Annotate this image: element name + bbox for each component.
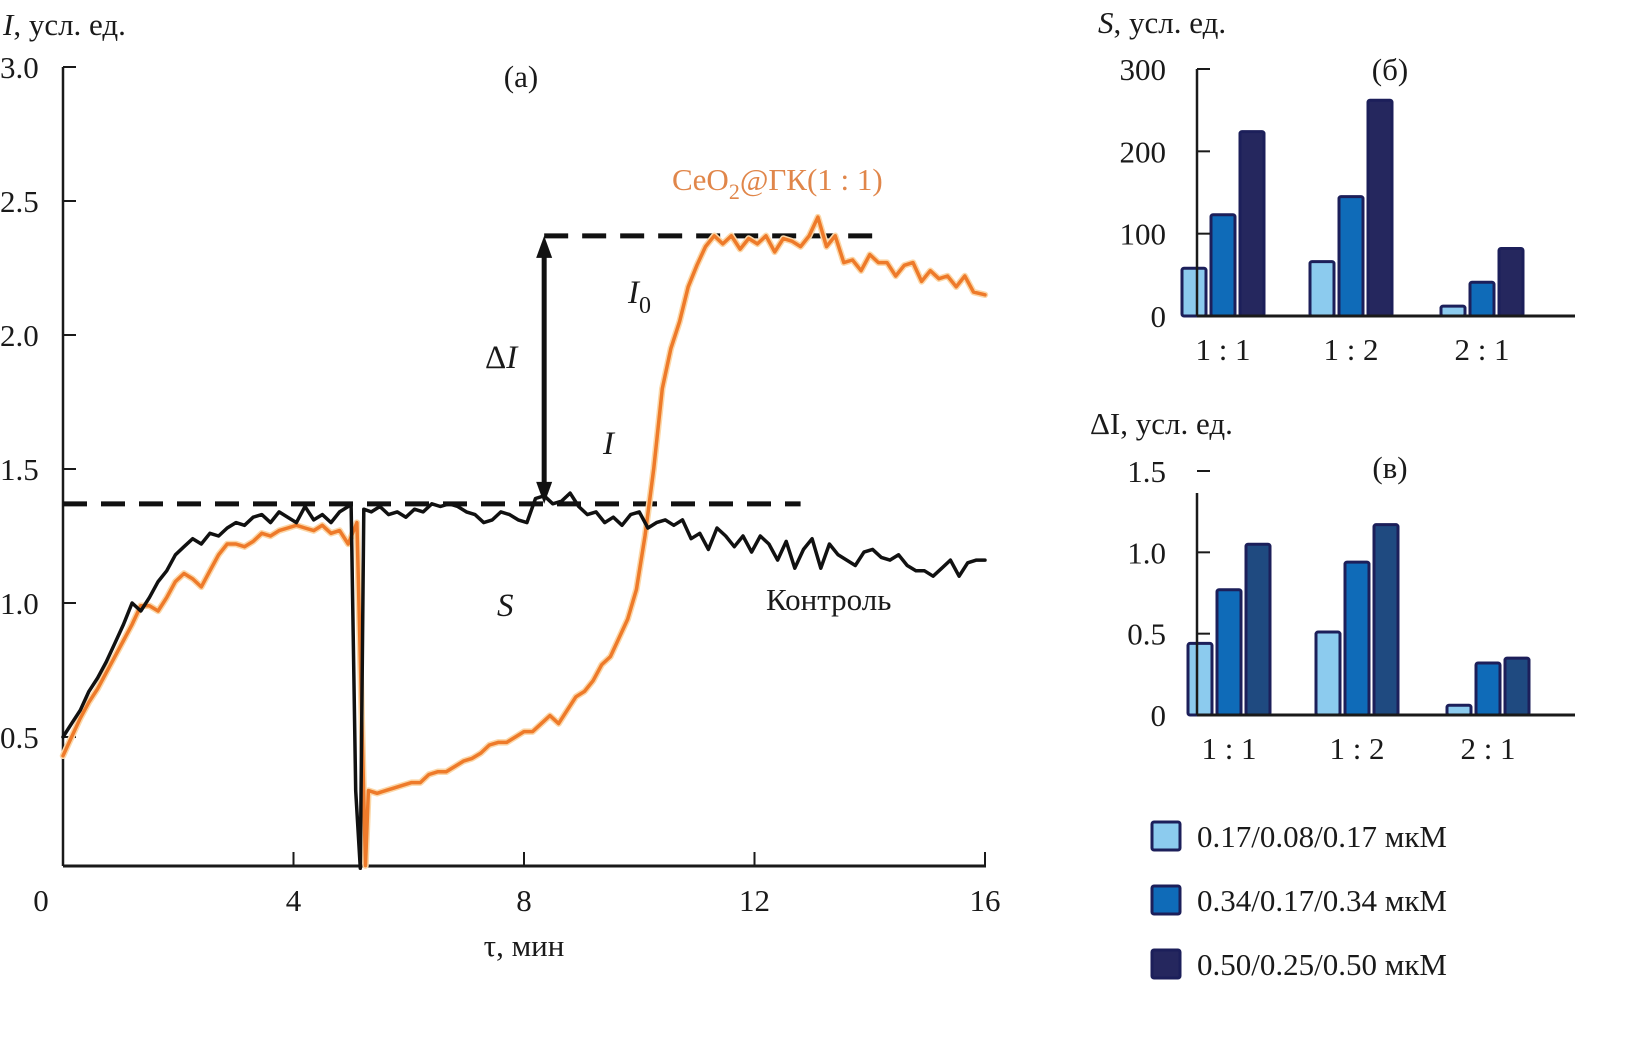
y-ticks-a: 0.5 1.0 1.5 2.0 2.5 3.0 [0,50,76,755]
bar [1503,656,1531,717]
x-axis-title-a: τ, мин [484,928,565,963]
y-tick-label: 0.5 [1127,617,1166,652]
series-line-ceo2 [61,215,987,868]
bar [1215,588,1243,717]
bar [1337,195,1365,318]
y-tick-label: 100 [1120,217,1167,252]
y-axis-symbol-a: I [2,7,15,42]
x-tick-label-a: 16 [970,883,1001,918]
legend-label: 0.17/0.08/0.17 мкМ [1197,819,1447,854]
y-tick-label-a: 3.0 [0,50,39,85]
y-tick-label: 300 [1120,52,1167,87]
x-labels-c: 1 : 1 1 : 2 2 : 1 [1201,731,1515,766]
bar [1180,266,1208,318]
x-category-label: 1 : 2 [1329,731,1384,766]
y-tick-label: 0 [1151,299,1167,334]
delta-i-arrow [536,235,553,504]
panel-label-b: (б) [1372,52,1408,87]
annotation-s: S [497,588,514,624]
legend-swatch [1150,820,1182,852]
bar [1468,280,1496,318]
legend: 0.17/0.08/0.17 мкМ 0.34/0.17/0.34 мкМ 0.50… [1150,819,1447,982]
legend-swatch [1150,884,1182,916]
legend-label: 0.34/0.17/0.34 мкМ [1197,883,1447,918]
series-lines [59,213,989,871]
x-tick-label-a: 12 [739,883,770,918]
bar [1308,260,1336,318]
bars-c [1186,523,1531,717]
panel-label-c: (в) [1372,450,1407,485]
x-category-label: 2 : 1 [1454,332,1509,367]
y-ticks-c: 0 0.5 1.0 1.5 [1127,454,1210,733]
bar [1238,130,1266,318]
y-axis-title-c: ΔI, усл. ед. [1090,406,1233,441]
arrow-head-up [536,235,553,258]
x-category-label: 1 : 1 [1201,731,1256,766]
panel-b-bar-chart: S, усл. ед. (б) 0 100 200 300 1 : 1 1 : 2 2 :… [1098,5,1575,367]
x-tick-label-a: 8 [516,883,532,918]
y-tick-label-a: 2.0 [0,318,39,353]
x-category-label: 2 : 1 [1460,731,1515,766]
y-axis-unit-a: , усл. ед. [13,7,126,42]
bar [1366,98,1394,318]
y-tick-label-a: 0.5 [0,720,39,755]
bar [1244,542,1272,717]
arrow-head-down [536,481,553,504]
x-category-label: 1 : 1 [1195,332,1250,367]
bar [1497,246,1525,318]
x-category-label: 1 : 2 [1323,332,1378,367]
series-label-control: Контроль [766,582,891,617]
x-tick-label-a: 4 [286,883,302,918]
bars-b [1180,98,1525,318]
y-tick-label-a: 2.5 [0,184,39,219]
panel-label-a: (а) [504,59,538,94]
y-tick-label: 200 [1120,134,1167,169]
bar [1372,523,1400,717]
y-axis-title-b: S, усл. ед. [1098,5,1226,40]
series-line-control [61,491,987,871]
y-tick-label: 1.5 [1127,454,1166,489]
series-label-ceo2: CeO2@ГК(1 : 1) [672,162,883,204]
y-axis-title-a: I, усл. ед. [2,7,126,42]
annotation-i: I [602,426,616,462]
annotation-i0: I0 [627,275,651,319]
x-ticks-a: 0 4 8 12 16 [33,852,1001,918]
bar [1343,560,1371,717]
y-tick-label: 0 [1151,698,1167,733]
bar [1474,661,1502,717]
panel-a-line-chart: I, усл. ед. (а) 0.51.01.52.02.53.0 0 4 8 12… [0,7,1001,963]
bar [1209,213,1237,318]
panel-c-bar-chart: ΔI, усл. ед. (в) 0 0.5 1.0 1.5 1 : 1 1 : 2 2 … [1090,406,1575,766]
y-tick-label-a: 1.0 [0,586,39,621]
x-labels-b: 1 : 1 1 : 2 2 : 1 [1195,332,1509,367]
bar [1186,641,1214,717]
bar [1314,630,1342,717]
y-ticks-b: 0 100 200 300 [1120,52,1210,334]
reference-lines [63,233,882,507]
legend-label: 0.50/0.25/0.50 мкМ [1197,947,1447,982]
y-tick-label: 1.0 [1127,535,1166,570]
x-tick-label-a: 0 [33,883,49,918]
y-tick-label-a: 1.5 [0,452,39,487]
annotation-delta-i: ΔI [485,340,519,376]
legend-swatch [1150,948,1182,980]
